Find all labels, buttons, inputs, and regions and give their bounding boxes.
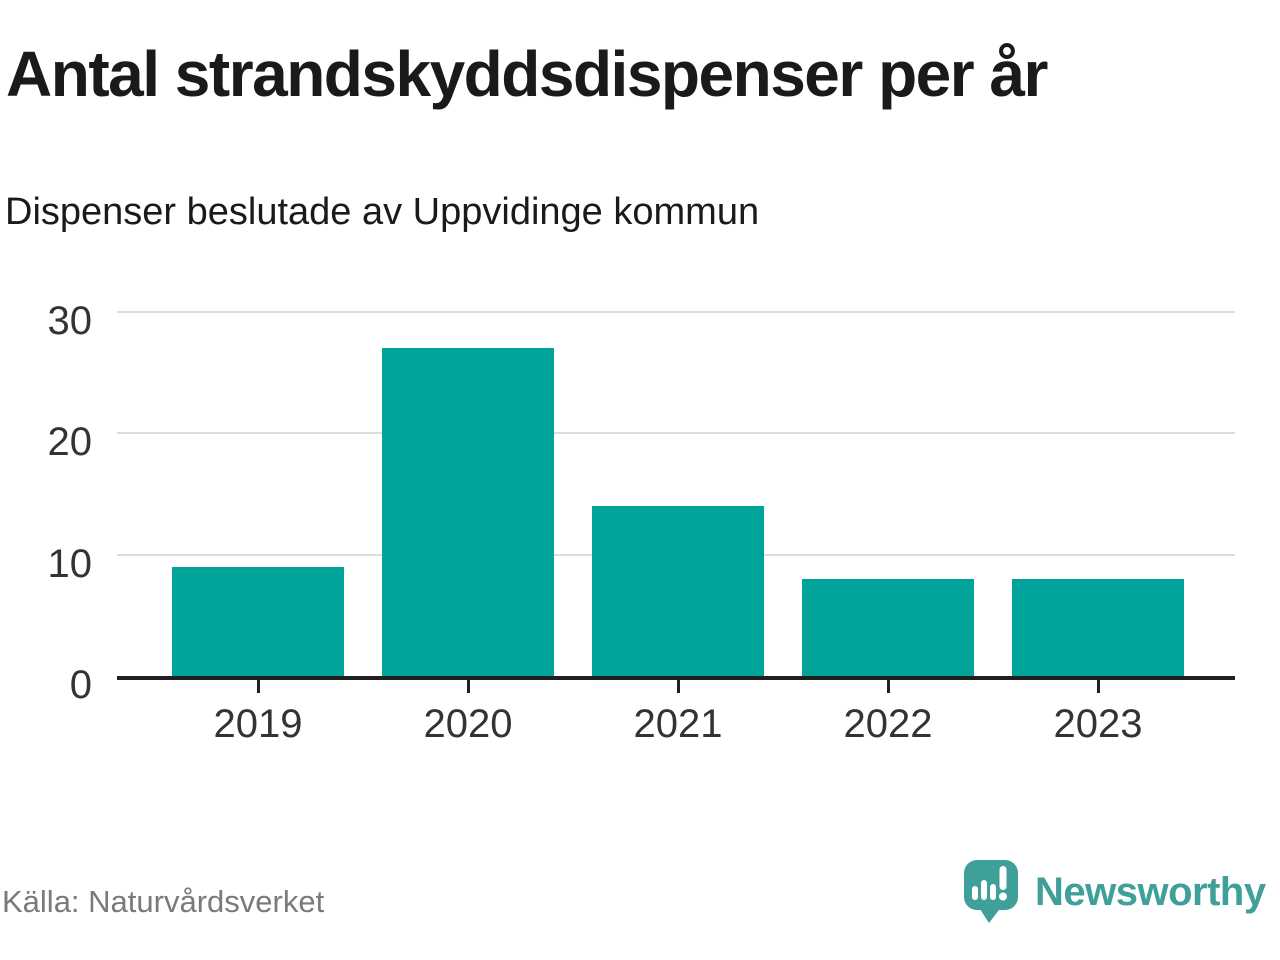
y-axis: 0 10 20 30: [0, 0, 93, 960]
x-axis-tick-2022: [886, 680, 890, 693]
gridline-20: [117, 432, 1235, 435]
x-axis-label-2023: 2023: [1053, 702, 1143, 746]
y-axis-label-20: 20: [47, 420, 93, 465]
x-axis-tick-2023: [1096, 680, 1100, 693]
source-text: Källa: Naturvårdsverket: [2, 884, 325, 919]
x-axis-tick-2020: [466, 680, 470, 693]
bar-2021: [592, 506, 764, 676]
x-axis-label-2022: 2022: [843, 702, 933, 746]
bar-2020: [382, 348, 554, 676]
brand-name: Newsworthy: [1035, 870, 1266, 914]
bar-2022: [802, 578, 974, 676]
x-axis-tick-2019: [256, 680, 260, 693]
gridline-30: [117, 311, 1235, 313]
x-axis-label-2019: 2019: [213, 702, 303, 746]
brand-logo: Newsworthy: [962, 858, 1266, 926]
chart-subtitle: Dispenser beslutade av Uppvidinge kommun: [5, 191, 760, 233]
y-axis-label-10: 10: [47, 541, 93, 586]
bar-2023: [1012, 578, 1184, 676]
x-axis-tick-2021: [676, 680, 680, 693]
y-axis-label-30: 30: [47, 299, 93, 343]
plot-area: [117, 311, 1235, 680]
bar-2019: [172, 566, 344, 676]
newsworthy-speech-bubble-icon: [964, 860, 1018, 923]
chart-title: Antal strandskyddsdispenser per år: [6, 38, 1048, 110]
x-axis-label-2020: 2020: [423, 702, 513, 746]
y-axis-label-0: 0: [69, 663, 92, 707]
x-axis-label-2021: 2021: [633, 702, 723, 746]
